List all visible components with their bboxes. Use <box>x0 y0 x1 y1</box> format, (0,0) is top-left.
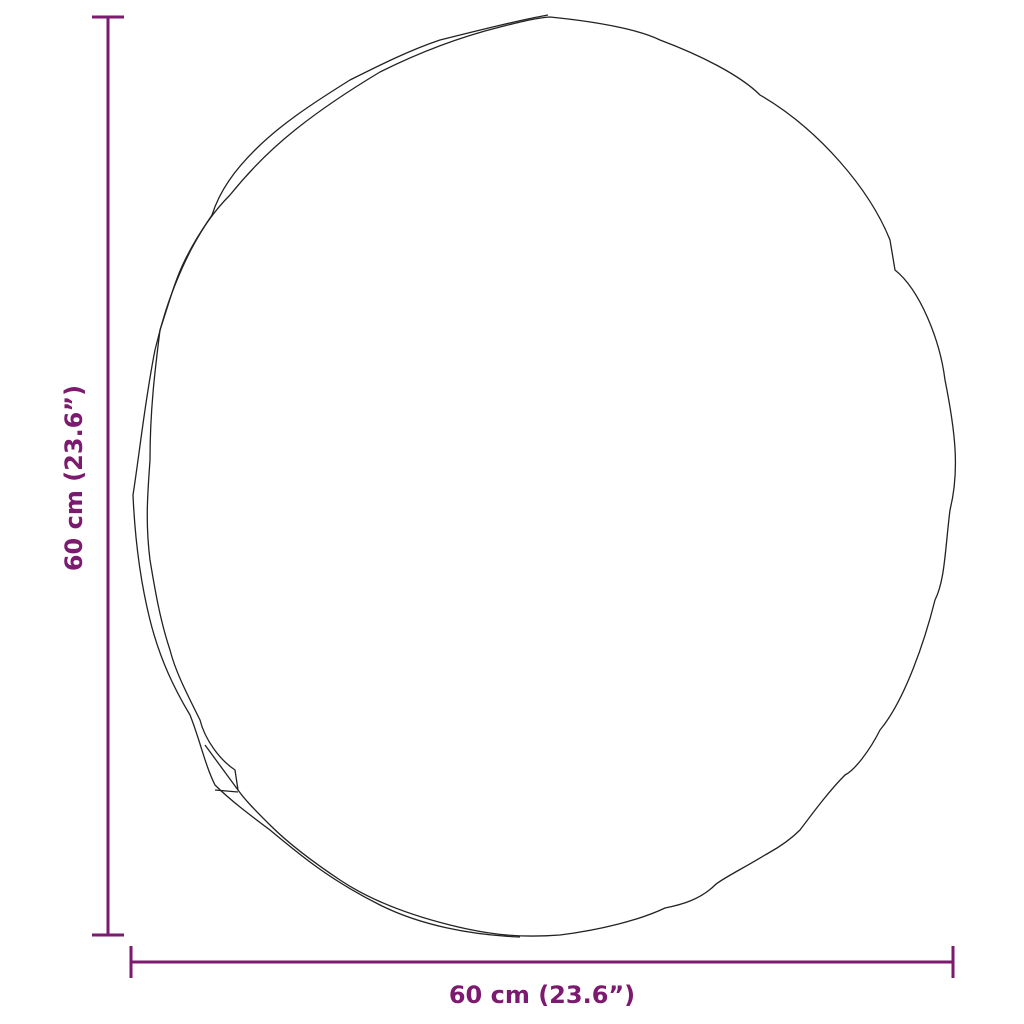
width-label: 60 cm (23.6”) <box>449 981 635 1009</box>
mirror-back-edge <box>132 14 549 938</box>
height-dimension <box>92 15 124 937</box>
mirror-outline <box>132 14 957 938</box>
mirror-edge-detail <box>204 744 239 793</box>
width-dimension <box>129 946 955 978</box>
mirror-front-edge <box>146 16 957 937</box>
height-label: 60 cm (23.6”) <box>60 385 88 571</box>
